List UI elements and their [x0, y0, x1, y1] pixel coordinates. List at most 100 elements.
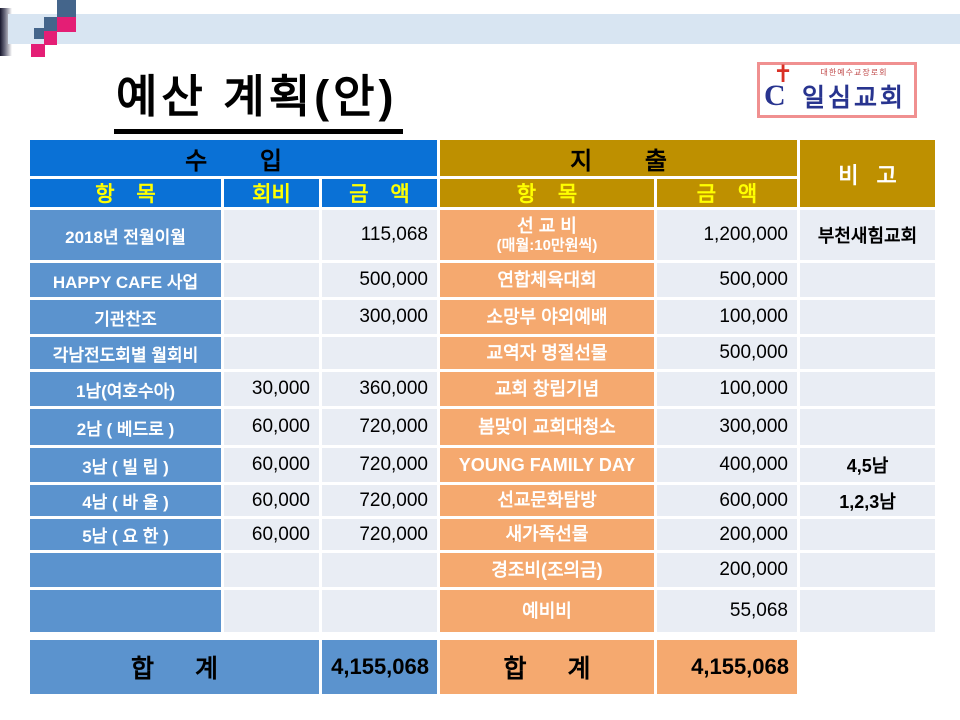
church-logo-text: 대한예수교장로회 일심교회: [798, 67, 910, 114]
expense-item-label: 봄맞이 교회대청소: [478, 416, 616, 437]
income-amount-cell: 500,000: [322, 263, 437, 297]
income-item-cell: [30, 590, 221, 632]
income-item-cell: [30, 553, 221, 587]
income-item-cell: 각남전도회별 월회비: [30, 337, 221, 369]
expense-item-cell: 경조비(조의금): [440, 553, 654, 587]
top-band-decoration: [8, 14, 960, 44]
expense-amount-cell: 100,000: [657, 300, 797, 334]
expense-item-label: YOUNG FAMILY DAY: [458, 454, 636, 475]
income-item-cell: 5남 ( 요 한 ): [30, 519, 221, 550]
expense-item-cell: 연합체육대회: [440, 263, 654, 297]
note-cell: 부천새힘교회: [800, 210, 935, 260]
note-cell: [800, 590, 935, 632]
income-amount-cell: 720,000: [322, 409, 437, 445]
expense-item-cell: 소망부 야외예배: [440, 300, 654, 334]
expense-item-cell: 교역자 명절선물: [440, 337, 654, 369]
income-item-cell: 2018년 전월이월: [30, 210, 221, 260]
expense-total-amount: 4,155,068: [657, 640, 797, 694]
expense-group-header: 지 출: [440, 140, 797, 176]
income-fee-cell: 30,000: [224, 372, 319, 406]
income-item-cell: 2남 ( 베드로 ): [30, 409, 221, 445]
income-item-header: 항 목: [30, 179, 221, 207]
income-fee-cell: [224, 553, 319, 587]
income-item-cell: 3남 ( 빌 립 ): [30, 448, 221, 482]
expense-item-label: 소망부 야외예배: [486, 306, 608, 327]
slide-title: 예산 계획(안): [114, 60, 404, 134]
income-amount-cell: [322, 590, 437, 632]
expense-item-label: 연합체육대회: [497, 269, 597, 290]
deco-square-pink: [57, 17, 76, 32]
expense-item-cell: 예비비: [440, 590, 654, 632]
expense-item-cell: 새가족선물: [440, 519, 654, 550]
income-fee-cell: [224, 590, 319, 632]
expense-item-label: 교역자 명절선물: [486, 342, 608, 363]
expense-item-label: 경조비(조의금): [491, 559, 603, 580]
deco-square-navy: [34, 28, 44, 39]
income-total-amount: 4,155,068: [322, 640, 437, 694]
expense-amount-cell: 500,000: [657, 337, 797, 369]
note-cell: [800, 519, 935, 550]
total-note-empty-cell: [800, 640, 935, 694]
income-item-cell: 4남 ( 바 울 ): [30, 485, 221, 516]
church-logo-mark: ✝ C: [764, 63, 798, 113]
church-name-label: 일심교회: [801, 83, 906, 112]
budget-table: 수 입 지 출 비 고 항 목 회비 금 액 항 목 금 액 2018년 전월이…: [30, 140, 935, 694]
expense-item-header: 항 목: [440, 179, 654, 207]
expense-item-sublabel: (매월:10만원씩): [496, 236, 598, 254]
note-cell: 4,5남: [800, 448, 935, 482]
expense-amount-cell: 100,000: [657, 372, 797, 406]
note-cell: [800, 553, 935, 587]
expense-item-cell: 선 교 비 (매월:10만원씩): [440, 210, 654, 260]
income-amount-cell: 720,000: [322, 485, 437, 516]
income-amount-cell: [322, 337, 437, 369]
expense-total-label: 합 계: [440, 640, 654, 694]
deco-square-navy: [44, 17, 57, 31]
expense-item-label: 선 교 비: [517, 216, 577, 237]
expense-item-label: 교회 창립기념: [494, 378, 600, 399]
expense-amount-cell: 600,000: [657, 485, 797, 516]
income-item-cell: 1남(여호수아): [30, 372, 221, 406]
income-fee-cell: 60,000: [224, 409, 319, 445]
income-amount-cell: 720,000: [322, 448, 437, 482]
expense-item-label: 선교문화탐방: [497, 490, 597, 511]
expense-amount-header: 금 액: [657, 179, 797, 207]
expense-item-cell: YOUNG FAMILY DAY: [440, 448, 654, 482]
income-fee-cell: [224, 263, 319, 297]
expense-amount-cell: 200,000: [657, 519, 797, 550]
income-fee-cell: [224, 337, 319, 369]
deco-square-pink: [44, 31, 57, 45]
expense-item-cell: 선교문화탐방: [440, 485, 654, 516]
note-cell: [800, 409, 935, 445]
expense-amount-cell: 400,000: [657, 448, 797, 482]
income-total-label: 합 계: [30, 640, 319, 694]
note-cell: 1,2,3남: [800, 485, 935, 516]
income-fee-cell: [224, 300, 319, 334]
denomination-label: 대한예수교장로회: [820, 67, 888, 77]
expense-amount-cell: 500,000: [657, 263, 797, 297]
note-column-header: 비 고: [800, 140, 935, 207]
income-group-header: 수 입: [30, 140, 437, 176]
income-amount-cell: 115,068: [322, 210, 437, 260]
note-cell: [800, 263, 935, 297]
income-amount-cell: 720,000: [322, 519, 437, 550]
income-item-cell: HAPPY CAFE 사업: [30, 263, 221, 297]
cross-icon: ✝: [773, 61, 794, 88]
note-cell: [800, 372, 935, 406]
deco-square-pink: [31, 44, 45, 57]
note-cell: [800, 300, 935, 334]
income-fee-cell: 60,000: [224, 485, 319, 516]
expense-item-label: 새가족선물: [505, 524, 589, 545]
income-amount-cell: 360,000: [322, 372, 437, 406]
church-logo: ✝ C 대한예수교장로회 일심교회: [757, 62, 917, 118]
table-spacer: [30, 635, 935, 637]
expense-amount-cell: 300,000: [657, 409, 797, 445]
income-amount-cell: 300,000: [322, 300, 437, 334]
expense-item-cell: 봄맞이 교회대청소: [440, 409, 654, 445]
expense-amount-cell: 200,000: [657, 553, 797, 587]
income-amount-cell: [322, 553, 437, 587]
expense-item-label: 예비비: [522, 600, 572, 621]
note-cell: [800, 337, 935, 369]
income-fee-cell: 60,000: [224, 519, 319, 550]
income-fee-header: 회비: [224, 179, 319, 207]
